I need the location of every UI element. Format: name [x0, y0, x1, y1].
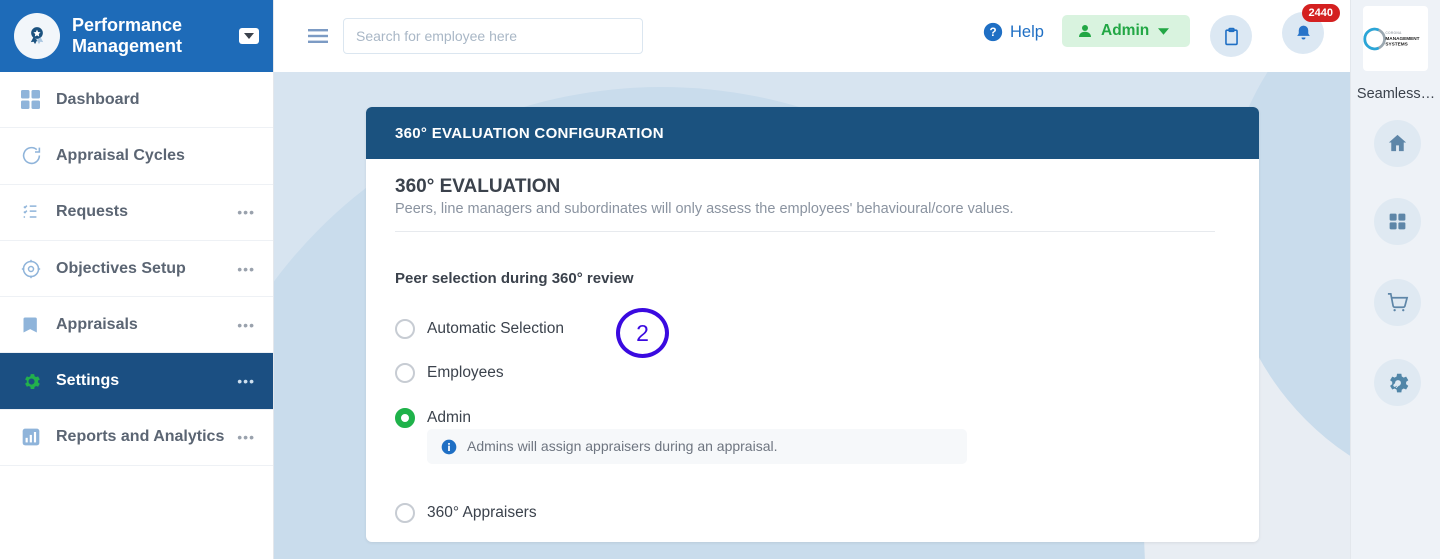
svg-text:?: ?	[989, 26, 996, 39]
svg-text:CORONA: CORONA	[1385, 31, 1402, 35]
svg-text:SYSTEMS: SYSTEMS	[1385, 41, 1407, 46]
svg-text:MANAGEMENT: MANAGEMENT	[1385, 35, 1419, 40]
